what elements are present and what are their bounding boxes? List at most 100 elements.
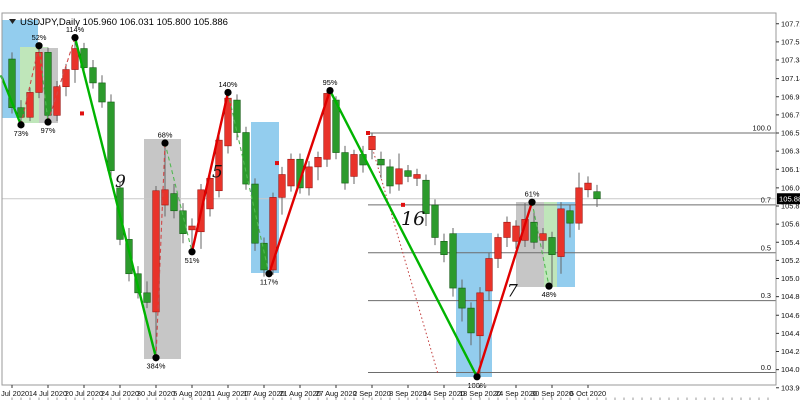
swing-percent-label: 68% xyxy=(158,131,173,140)
date-axis-label[interactable]: 24 Sep 2020 xyxy=(495,389,537,398)
zone-rectangle xyxy=(516,202,544,287)
swing-percent-label: 117% xyxy=(260,278,279,287)
swing-percent-label: 384% xyxy=(147,362,166,371)
zigzag-segment xyxy=(164,142,193,252)
price-axis-label[interactable]: 105.430 xyxy=(781,238,800,247)
price-axis-label[interactable]: 107.340 xyxy=(781,56,800,65)
date-axis-label[interactable]: 8 Sep 2020 xyxy=(389,389,427,398)
candle-body xyxy=(35,52,43,93)
candle-body xyxy=(224,97,232,147)
candle-body xyxy=(566,210,574,224)
candle-body xyxy=(53,86,61,116)
price-axis-label[interactable]: 107.145 xyxy=(781,74,800,83)
candle-body xyxy=(575,187,583,224)
candle-body xyxy=(89,67,97,84)
candle-body xyxy=(179,210,187,234)
candle-body xyxy=(71,48,79,70)
candle-body xyxy=(17,107,25,118)
date-axis-label[interactable]: 14 Jul 2020 xyxy=(29,389,67,398)
zone-rectangle xyxy=(144,139,181,359)
candle-body xyxy=(269,197,277,271)
signal-marker xyxy=(275,161,279,166)
zigzag-segment xyxy=(267,90,332,275)
date-axis-label[interactable]: 14 Sep 2020 xyxy=(423,389,465,398)
price-axis-label[interactable]: 106.765 xyxy=(781,110,800,119)
candle-body xyxy=(440,241,448,255)
candle-body xyxy=(413,174,421,179)
date-axis-label[interactable]: 21 Aug 2020 xyxy=(279,389,321,398)
swing-percent-label: 95% xyxy=(323,78,338,87)
candle-body xyxy=(530,221,538,243)
price-axis-label[interactable]: 104.095 xyxy=(781,365,800,374)
price-axis-label[interactable]: 104.665 xyxy=(781,311,800,320)
candle-body xyxy=(26,92,34,118)
price-axis-label[interactable]: 106.000 xyxy=(781,183,800,192)
price-axis-label[interactable]: 104.860 xyxy=(781,292,800,301)
date-axis-label[interactable]: 2 Sep 2020 xyxy=(353,389,391,398)
zigzag-segment xyxy=(475,201,534,378)
date-axis-label[interactable]: 27 Aug 2020 xyxy=(315,389,357,398)
zigzag-segment xyxy=(531,202,550,287)
price-axis-label[interactable]: 105.240 xyxy=(781,256,800,265)
swing-percent-label: 97% xyxy=(41,126,56,135)
candle-body xyxy=(431,204,439,238)
date-axis-label[interactable]: 6 Oct 2020 xyxy=(570,389,606,398)
candle-body xyxy=(368,136,376,150)
date-axis-label[interactable]: 8 Jul 2020 xyxy=(0,389,29,398)
candle-body xyxy=(323,93,331,160)
price-axis-label[interactable]: 107.720 xyxy=(781,19,800,28)
date-axis-label[interactable]: 30 Sep 2020 xyxy=(531,389,573,398)
candle-body xyxy=(305,166,313,189)
swing-dot xyxy=(35,42,43,50)
price-axis-label[interactable]: 106.955 xyxy=(781,92,800,101)
swing-dot xyxy=(473,373,481,381)
price-axis-label[interactable]: 104.285 xyxy=(781,347,800,356)
price-axis-label[interactable]: 105.050 xyxy=(781,274,800,283)
swing-dot xyxy=(188,248,196,256)
candle-body xyxy=(539,233,547,241)
date-axis-label[interactable]: 20 Jul 2020 xyxy=(65,389,103,398)
date-axis-label[interactable]: 18 Sep 2020 xyxy=(459,389,501,398)
date-axis-label[interactable]: 24 Jul 2020 xyxy=(101,389,139,398)
candle-body xyxy=(404,170,412,177)
candle-body xyxy=(161,189,169,206)
signal-marker xyxy=(366,131,370,135)
date-axis-label[interactable]: 17 Aug 2020 xyxy=(243,389,285,398)
zigzag-segment xyxy=(73,37,158,359)
swing-dot xyxy=(265,270,273,278)
swing-dot xyxy=(44,118,52,126)
price-axis-label[interactable]: 104.475 xyxy=(781,329,800,338)
swing-dot xyxy=(17,121,25,129)
candle-body xyxy=(125,239,133,275)
price-axis-label[interactable]: 106.385 xyxy=(781,147,800,156)
fib-level-label: 0.7 xyxy=(761,195,771,204)
price-axis-label[interactable]: 103.905 xyxy=(781,383,800,392)
axes[interactable]: 107.720 107.530 107.340 107.145 106.955 106.7… xyxy=(0,12,800,400)
price-axis-label[interactable]: 105.620 xyxy=(781,220,800,229)
candle-body xyxy=(287,158,295,187)
swing-percent-label: 140% xyxy=(219,80,238,89)
price-axis-label[interactable]: 105.810 xyxy=(781,202,800,211)
price-axis-label[interactable]: 106.575 xyxy=(781,129,800,138)
candle-body xyxy=(512,225,520,242)
candle-body xyxy=(593,191,601,200)
symbol-dropdown-icon[interactable] xyxy=(9,19,16,24)
swing-percent-label: 61% xyxy=(525,190,540,199)
wave-count-number: 5 xyxy=(212,162,223,182)
candle-body xyxy=(449,233,457,289)
candle-body xyxy=(422,179,430,214)
date-axis-label[interactable]: 11 Aug 2020 xyxy=(208,389,249,398)
price-axis-label[interactable]: 107.530 xyxy=(781,37,800,46)
date-axis-label[interactable]: 30 Jul 2020 xyxy=(137,389,175,398)
swing-percent-label: 114% xyxy=(66,25,85,34)
date-axis-label[interactable]: 5 Aug 2020 xyxy=(173,389,210,398)
candle-body xyxy=(107,101,115,171)
candle-body xyxy=(98,82,106,103)
dotted-projection-line xyxy=(367,132,439,375)
price-axis-label[interactable]: 106.195 xyxy=(781,165,800,174)
zigzag-segment xyxy=(328,89,479,378)
candle-body xyxy=(521,219,529,241)
candle-body xyxy=(170,193,178,212)
